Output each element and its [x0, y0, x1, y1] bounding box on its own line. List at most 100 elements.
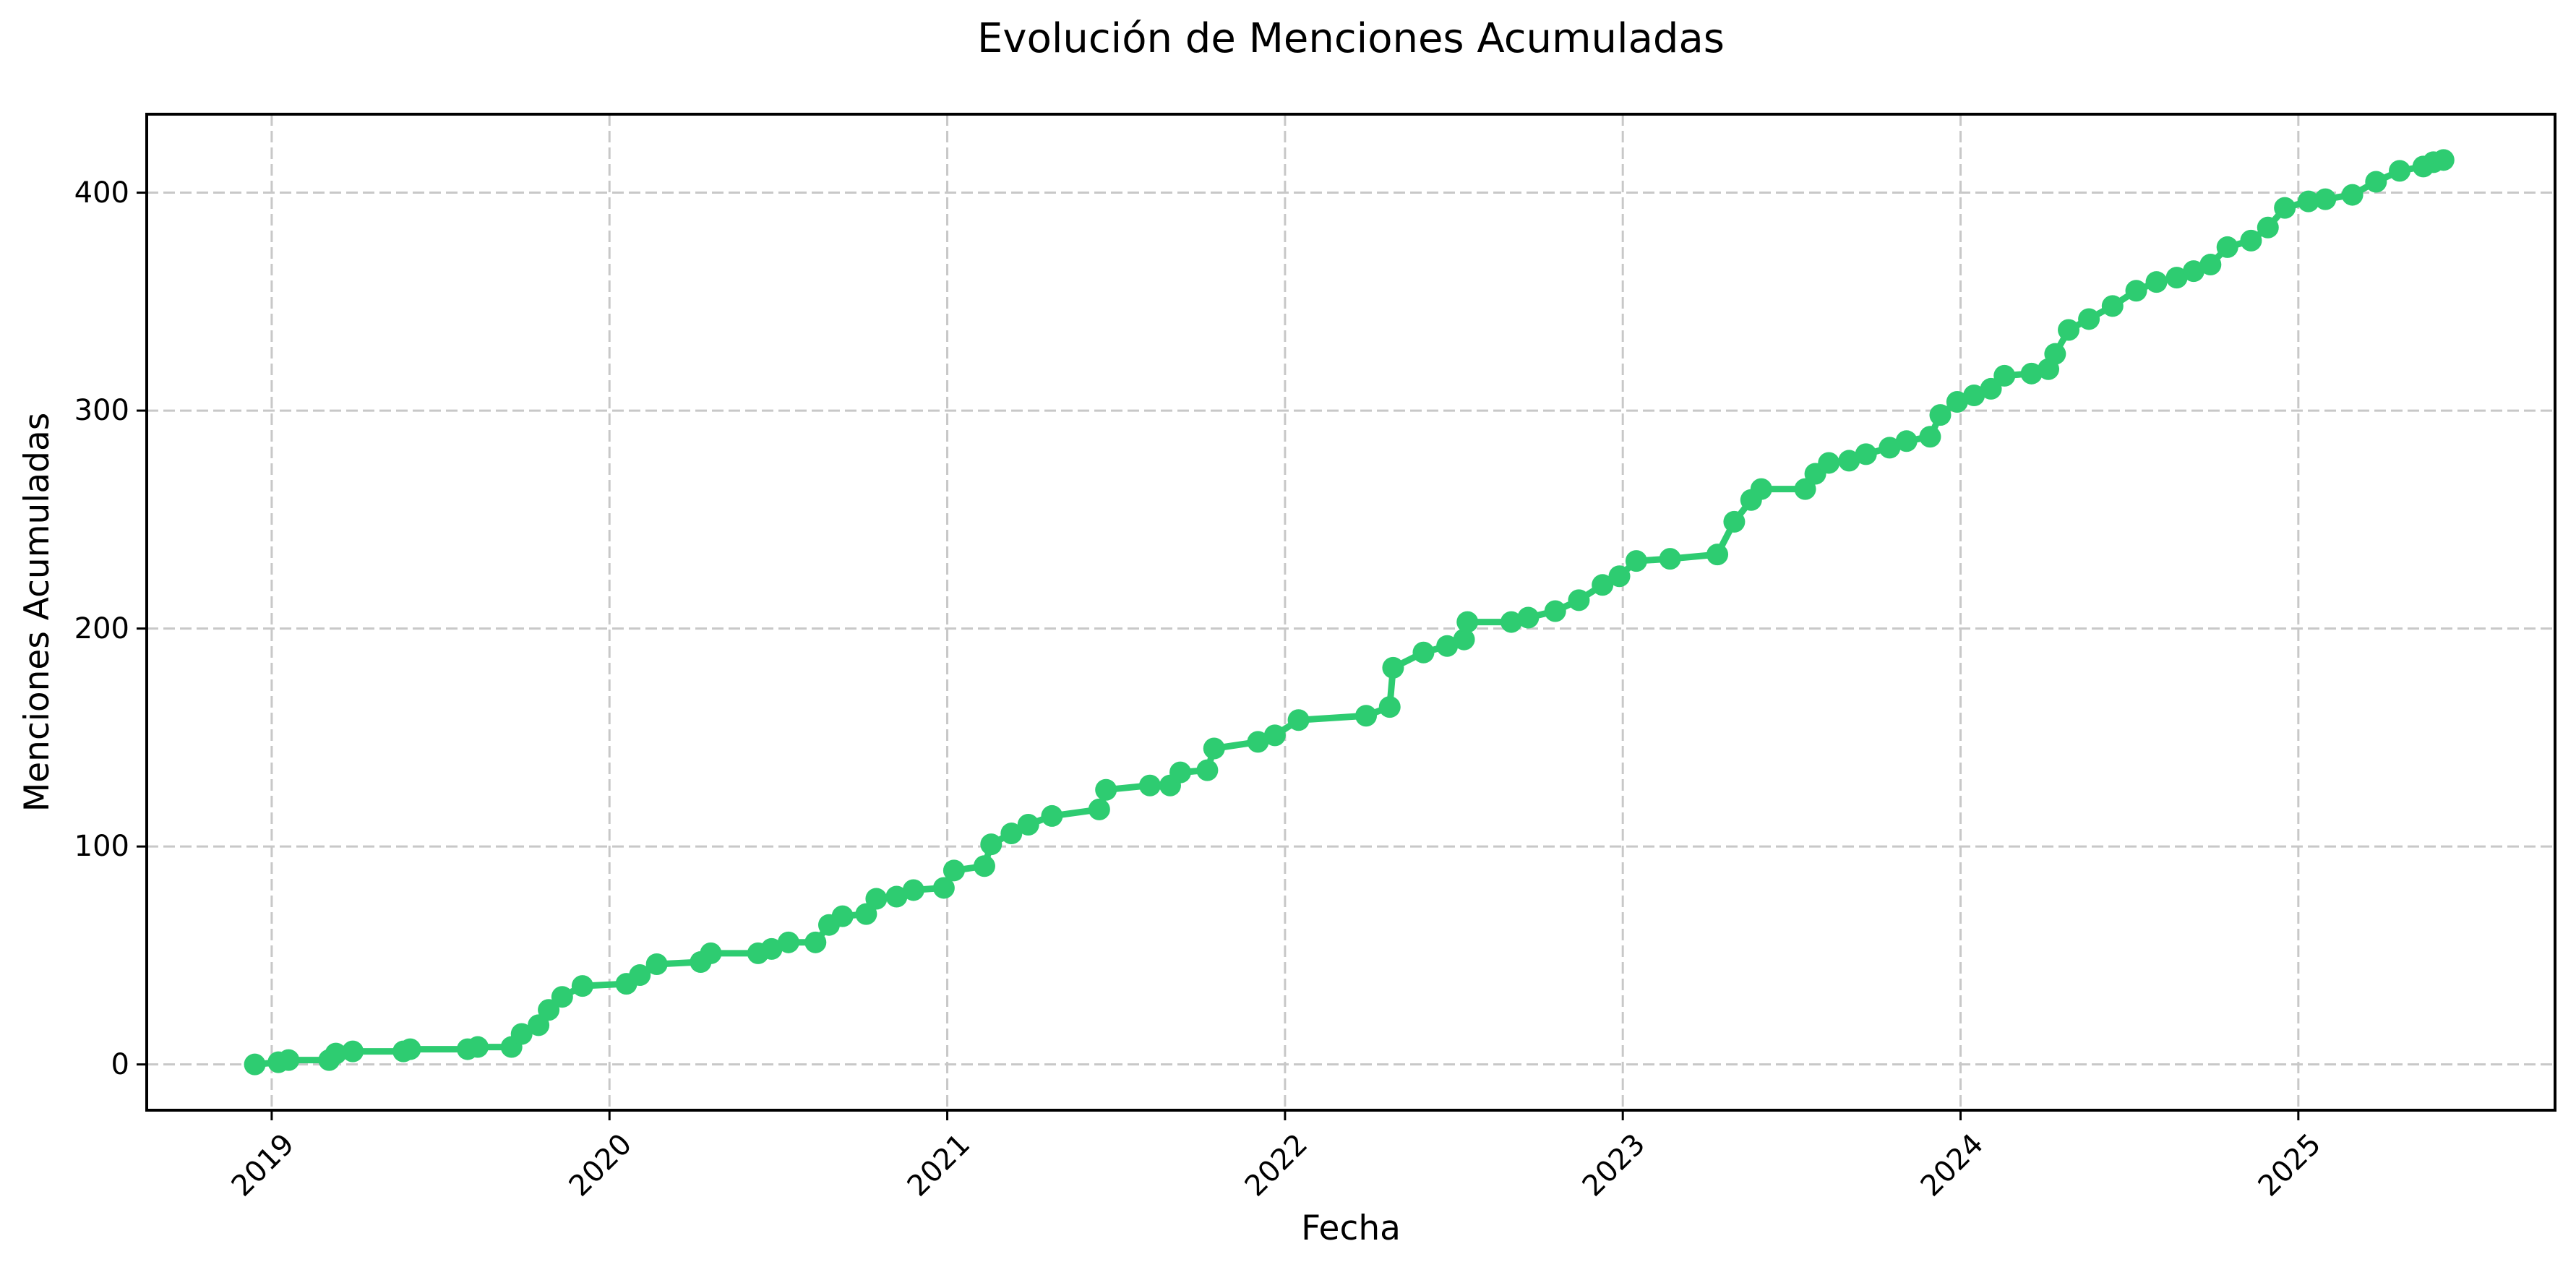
data-point-marker [973, 855, 995, 877]
data-point-marker [1592, 574, 1614, 596]
data-point-marker [1500, 611, 1522, 633]
data-point-marker [466, 1036, 489, 1058]
data-point-marker [1919, 426, 1941, 448]
data-point-marker [1517, 606, 1540, 629]
data-point-marker [2432, 149, 2455, 171]
data-point-marker [244, 1053, 266, 1076]
data-point-marker [1879, 437, 1901, 459]
data-point-marker [760, 937, 783, 960]
data-point-marker [571, 975, 593, 997]
data-point-marker [1412, 641, 1435, 664]
data-point-marker [278, 1049, 300, 1071]
data-point-marker [2216, 236, 2238, 258]
data-point-marker [855, 903, 877, 925]
data-point-marker [2078, 308, 2100, 330]
data-point-marker [2341, 184, 2364, 206]
data-point-marker [943, 859, 965, 882]
y-tick-label: 100 [74, 830, 129, 864]
data-point-marker [1382, 656, 1404, 679]
y-tick-label: 0 [111, 1047, 129, 1081]
data-point-marker [902, 879, 924, 901]
data-point-marker [1378, 696, 1401, 718]
data-point-marker [1929, 404, 1952, 426]
data-point-marker [551, 986, 573, 1008]
data-point-marker [1138, 774, 1161, 797]
data-point-marker [1568, 589, 1590, 611]
data-point-marker [804, 931, 827, 953]
data-point-marker [932, 877, 955, 899]
data-point-marker [325, 1042, 347, 1065]
data-point-marker [777, 931, 799, 953]
data-point-marker [510, 1023, 533, 1045]
data-point-marker [885, 885, 908, 908]
data-point-marker [865, 888, 888, 910]
data-point-marker [831, 905, 854, 927]
data-point-marker [1169, 761, 1192, 784]
y-tick-label: 200 [74, 611, 129, 645]
data-point-marker [2165, 267, 2188, 289]
data-point-marker [980, 833, 1003, 856]
data-point-marker [1196, 759, 1219, 781]
data-point-marker [1723, 510, 1746, 533]
data-point-marker [1895, 430, 1918, 452]
axis-ticks [137, 192, 2300, 1120]
data-point-marker [1000, 823, 1023, 845]
data-point-marker [1963, 384, 1985, 406]
data-point-marker [1980, 377, 2002, 400]
data-point-marker [629, 964, 651, 987]
data-point-marker [2297, 190, 2319, 212]
data-point-marker [538, 999, 560, 1021]
data-point-marker [1095, 778, 1117, 801]
data-point-marker [1659, 548, 1681, 570]
data-point-marker [2389, 160, 2411, 182]
data-point-marker [700, 942, 722, 964]
data-point-marker [1838, 450, 1860, 472]
data-point-marker [1436, 635, 1459, 657]
data-point-marker [2044, 343, 2066, 365]
data-point-marker [2058, 319, 2080, 341]
data-point-marker [1456, 611, 1479, 633]
data-point-marker [1453, 628, 1475, 651]
data-point-marker [342, 1040, 364, 1062]
data-point-marker [2145, 271, 2168, 293]
data-point-marker [528, 1014, 550, 1036]
data-point-marker [2101, 295, 2124, 317]
data-point-marker [1706, 544, 1729, 566]
data-point-marker [1946, 391, 1968, 413]
grid-lines [147, 114, 2555, 1110]
data-point-marker [2257, 216, 2279, 239]
y-tick-label: 300 [74, 394, 129, 428]
data-point-marker [399, 1038, 421, 1060]
data-point-marker [2125, 280, 2147, 302]
data-point-marker [2240, 229, 2262, 252]
data-point-marker [1287, 709, 1310, 731]
data-point-marker [1750, 478, 1772, 500]
data-point-marker [1794, 478, 1816, 500]
data-point-marker [1993, 364, 2016, 387]
data-point-marker [1088, 798, 1110, 820]
chart-title: Evolución de Menciones Acumuladas [977, 15, 1725, 62]
data-point-marker [1355, 705, 1378, 727]
data-point-marker [1608, 565, 1631, 588]
data-point-marker [2020, 362, 2043, 385]
data-point-marker [2182, 260, 2204, 283]
data-point-marker [2274, 197, 2296, 219]
y-tick-label: 400 [74, 176, 129, 210]
data-point-marker [1818, 452, 1840, 474]
data-point-marker [1544, 600, 1566, 622]
data-point-marker [1855, 443, 1877, 465]
axes-frame [145, 113, 2556, 1112]
data-point-marker [1041, 804, 1063, 827]
data-point-marker [1625, 550, 1647, 572]
data-series [244, 149, 2455, 1076]
data-point-marker [645, 953, 668, 975]
data-point-marker [1263, 724, 1286, 747]
data-point-marker [2199, 254, 2222, 276]
data-point-marker [1203, 737, 1225, 760]
data-point-marker [1247, 731, 1269, 753]
x-axis-label: Fecha [1301, 1209, 1401, 1248]
y-axis-label: Menciones Acumuladas [17, 412, 57, 812]
data-point-marker [2314, 188, 2337, 210]
